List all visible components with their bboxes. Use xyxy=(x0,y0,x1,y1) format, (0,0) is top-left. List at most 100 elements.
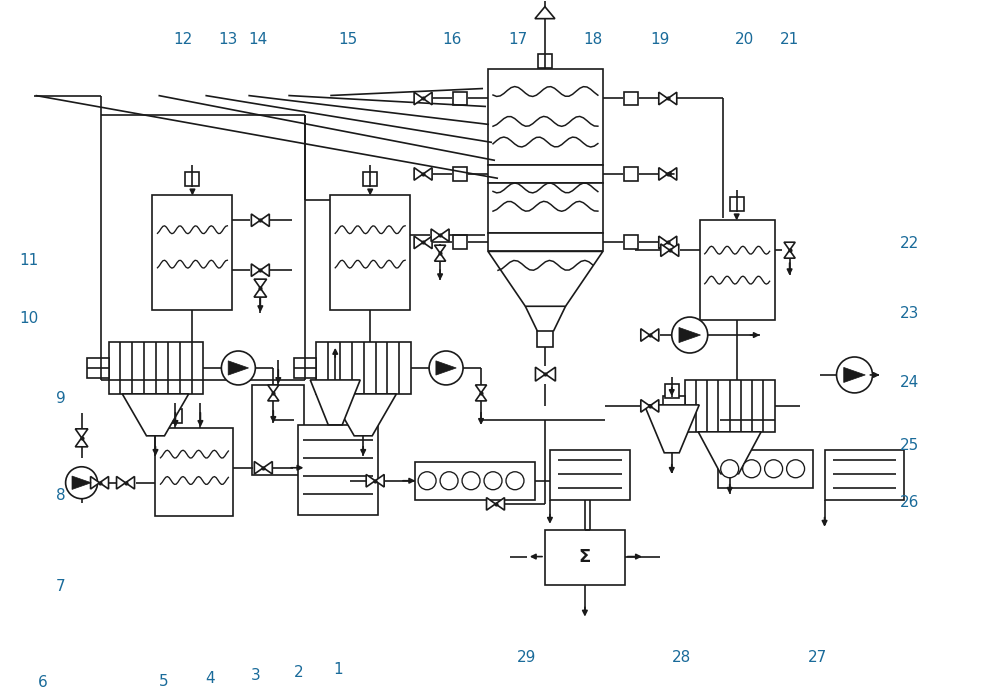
Circle shape xyxy=(787,460,805,477)
Polygon shape xyxy=(784,250,795,258)
Bar xyxy=(316,342,411,394)
Polygon shape xyxy=(679,328,701,343)
Text: 2: 2 xyxy=(293,665,303,680)
Bar xyxy=(545,530,625,584)
Bar xyxy=(488,183,603,233)
Bar xyxy=(538,54,552,68)
Circle shape xyxy=(429,351,463,385)
Bar xyxy=(550,449,630,500)
Polygon shape xyxy=(330,394,396,436)
Text: 4: 4 xyxy=(206,671,215,686)
Text: 24: 24 xyxy=(900,375,919,391)
Polygon shape xyxy=(475,385,487,393)
Polygon shape xyxy=(254,461,263,474)
Text: 20: 20 xyxy=(735,31,754,47)
Polygon shape xyxy=(487,498,496,510)
Text: 9: 9 xyxy=(56,391,65,406)
Polygon shape xyxy=(263,461,272,474)
Polygon shape xyxy=(260,264,269,276)
Circle shape xyxy=(484,472,502,490)
Bar xyxy=(718,449,813,488)
Polygon shape xyxy=(251,214,260,226)
Polygon shape xyxy=(268,385,279,393)
Polygon shape xyxy=(414,92,423,105)
Bar xyxy=(252,385,304,475)
Polygon shape xyxy=(434,253,446,261)
Bar xyxy=(168,409,182,423)
Bar xyxy=(363,173,377,187)
Text: 27: 27 xyxy=(808,650,827,665)
Circle shape xyxy=(66,467,98,498)
Polygon shape xyxy=(431,229,440,242)
Polygon shape xyxy=(436,361,456,375)
Text: 25: 25 xyxy=(900,438,919,453)
Text: 13: 13 xyxy=(219,31,238,47)
Bar xyxy=(665,384,679,398)
Bar xyxy=(453,92,467,106)
Bar xyxy=(298,425,378,514)
Circle shape xyxy=(672,317,708,353)
Polygon shape xyxy=(535,367,545,381)
Polygon shape xyxy=(659,236,668,249)
Circle shape xyxy=(418,472,436,490)
Polygon shape xyxy=(668,92,677,105)
Polygon shape xyxy=(126,477,135,489)
Circle shape xyxy=(462,472,480,490)
Bar xyxy=(152,195,232,310)
Polygon shape xyxy=(228,361,249,375)
Text: 3: 3 xyxy=(250,668,260,684)
Polygon shape xyxy=(496,498,504,510)
Bar xyxy=(109,342,203,394)
Polygon shape xyxy=(668,236,677,249)
Text: 19: 19 xyxy=(650,31,669,47)
Polygon shape xyxy=(659,168,668,180)
Polygon shape xyxy=(434,245,446,253)
Polygon shape xyxy=(251,264,260,276)
Text: 14: 14 xyxy=(249,31,268,47)
Circle shape xyxy=(506,472,524,490)
Polygon shape xyxy=(844,368,865,382)
Polygon shape xyxy=(670,244,679,257)
Polygon shape xyxy=(423,236,432,249)
Text: 26: 26 xyxy=(900,496,919,510)
Text: 22: 22 xyxy=(900,236,919,251)
Polygon shape xyxy=(650,329,659,341)
Text: 7: 7 xyxy=(56,579,65,594)
Bar xyxy=(685,380,775,432)
Polygon shape xyxy=(414,236,423,249)
Polygon shape xyxy=(91,477,100,489)
Bar xyxy=(155,428,233,516)
Bar xyxy=(663,396,685,416)
Polygon shape xyxy=(414,168,423,180)
Text: 23: 23 xyxy=(900,305,919,321)
Circle shape xyxy=(765,460,783,477)
Polygon shape xyxy=(122,394,189,436)
Bar xyxy=(730,197,744,211)
Polygon shape xyxy=(784,243,795,250)
Polygon shape xyxy=(535,7,555,19)
Polygon shape xyxy=(423,92,432,105)
Polygon shape xyxy=(545,367,555,381)
Bar xyxy=(453,236,467,250)
Polygon shape xyxy=(254,288,267,297)
Polygon shape xyxy=(644,405,699,453)
Text: 5: 5 xyxy=(159,674,168,689)
Bar xyxy=(700,220,775,320)
Polygon shape xyxy=(72,476,91,489)
Polygon shape xyxy=(117,477,126,489)
Polygon shape xyxy=(310,380,360,425)
Polygon shape xyxy=(698,432,761,474)
Bar xyxy=(415,462,535,500)
Text: 12: 12 xyxy=(173,31,192,47)
Polygon shape xyxy=(475,393,487,401)
Text: 28: 28 xyxy=(672,650,691,665)
Polygon shape xyxy=(375,475,384,487)
Polygon shape xyxy=(75,429,88,438)
Bar xyxy=(624,236,638,250)
Bar xyxy=(185,173,199,187)
Text: 21: 21 xyxy=(780,31,799,47)
Bar xyxy=(488,69,603,165)
Polygon shape xyxy=(423,168,432,180)
Polygon shape xyxy=(659,92,668,105)
Circle shape xyxy=(221,351,255,385)
